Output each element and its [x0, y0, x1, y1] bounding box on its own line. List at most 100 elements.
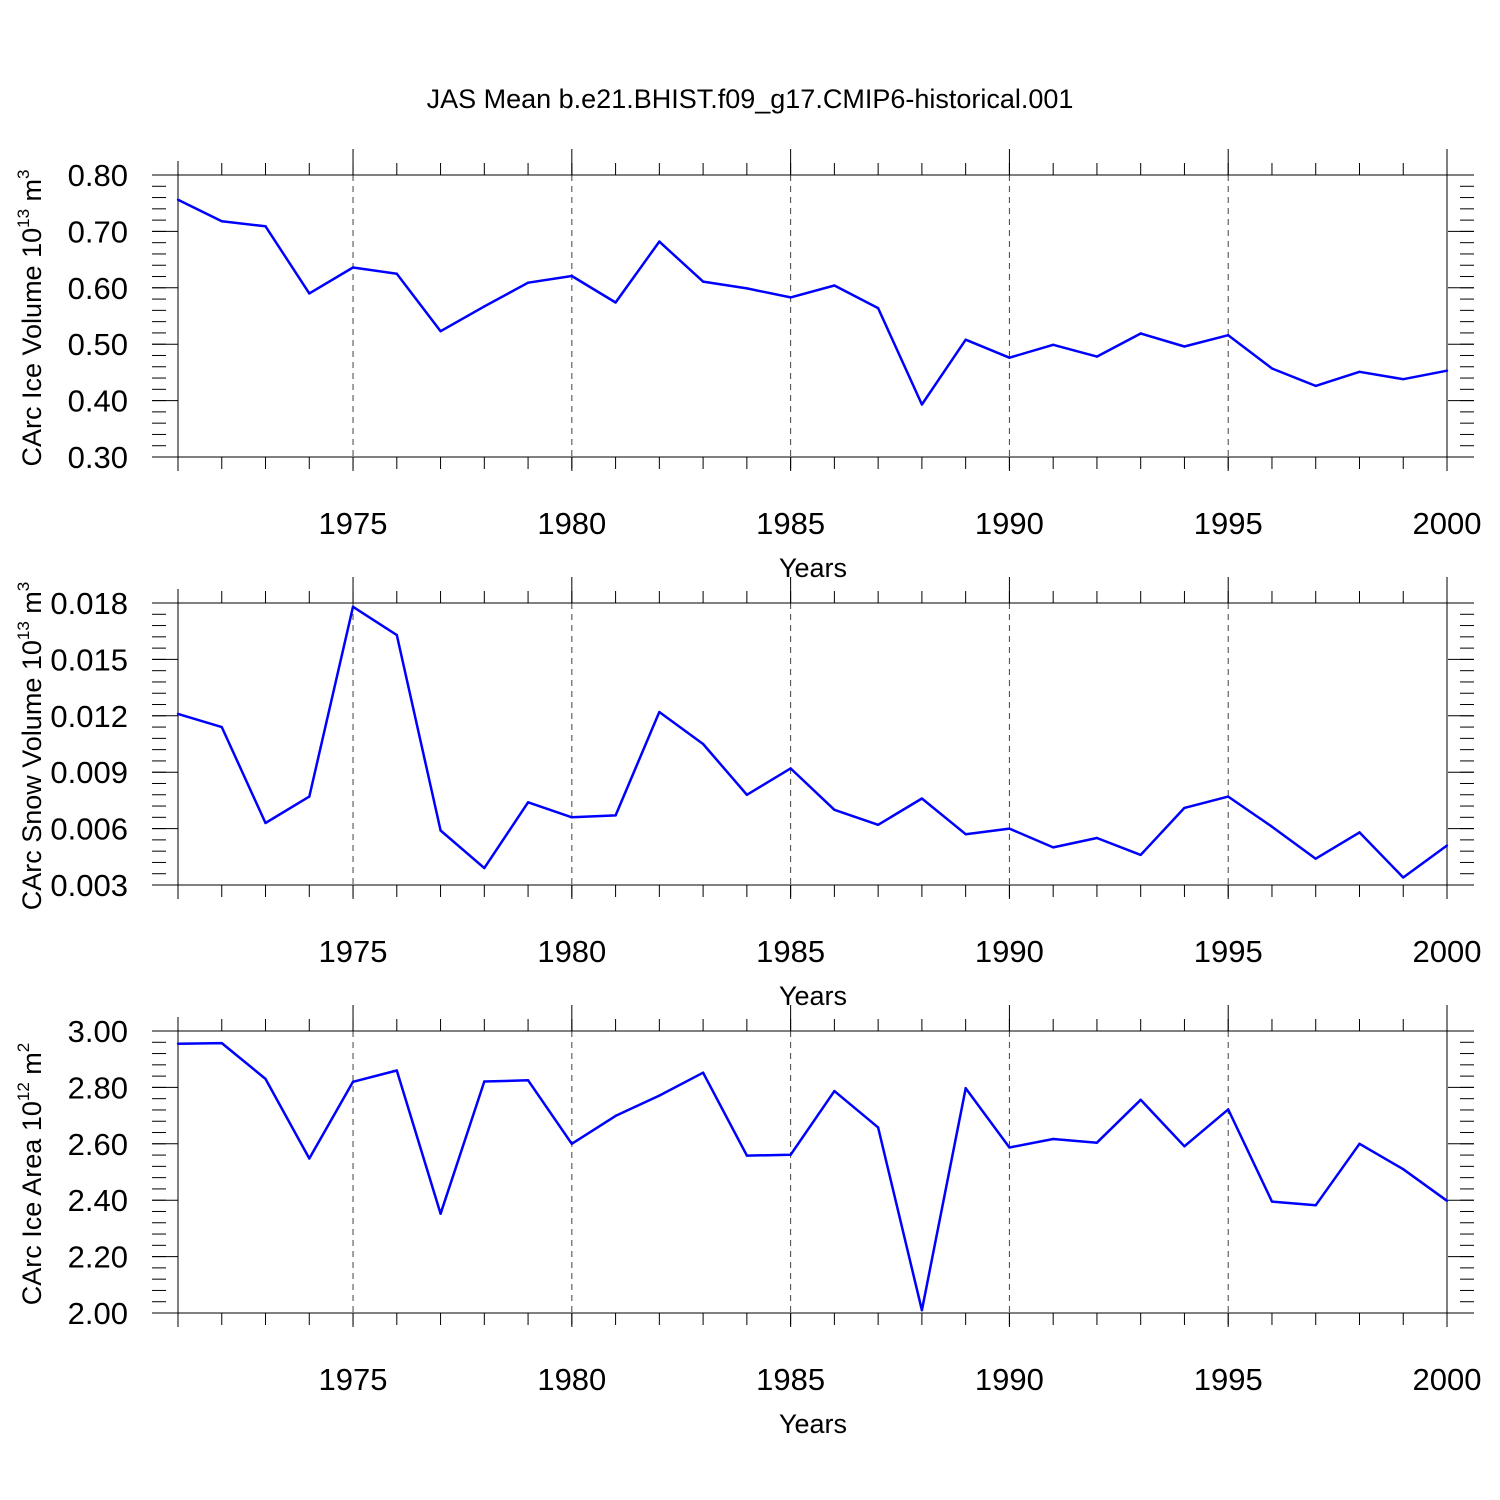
snow-volume-panel: 0.003 0.006 0.009 0.012 0.015 0.018 1975 1980 19…	[14, 577, 1481, 1011]
ice-area-point-1976	[395, 1069, 398, 1072]
snow-volume-ylabel-main: CArc Snow Volume 10	[17, 640, 47, 910]
ice-volume-point-1987	[876, 306, 880, 310]
ice-area-xlabel: Years	[779, 1409, 847, 1439]
ice-volume-ytick-label-3: 0.60	[68, 271, 128, 306]
snow-volume-point-1989	[964, 833, 967, 836]
ice-volume-point-1985	[789, 296, 792, 299]
ice-area-point-1971	[176, 1042, 180, 1045]
ice-volume-point-1996	[1270, 367, 1274, 370]
ice-area-point-1983	[701, 1071, 705, 1074]
ice-area-point-1981	[614, 1114, 617, 1118]
snow-volume-point-1992	[1095, 836, 1099, 840]
ice-area-point-1977	[439, 1212, 442, 1215]
snow-volume-point-1987	[876, 823, 880, 827]
ice-volume-point-1976	[395, 272, 398, 275]
ice-area-xtick-label-1: 1980	[537, 1362, 606, 1397]
snow-volume-point-1975	[351, 605, 355, 608]
snow-volume-point-1972	[220, 725, 223, 729]
ice-volume-point-1984	[745, 287, 749, 290]
ice-volume-point-1979	[526, 281, 530, 284]
snow-volume-ytick-label-2: 0.009	[50, 755, 128, 790]
snow-volume-ytick-label-3: 0.012	[50, 699, 128, 734]
ice-volume-point-1980	[570, 274, 574, 278]
figure-title: JAS Mean b.e21.BHIST.f09_g17.CMIP6-histo…	[426, 84, 1074, 114]
ice-volume-point-1983	[701, 280, 705, 283]
ice-area-ytick-label-1: 2.20	[68, 1240, 128, 1275]
snow-volume-series-line	[177, 605, 1448, 879]
ice-area-point-1992	[1095, 1141, 1099, 1144]
ice-volume-point-1994	[1183, 345, 1186, 348]
ice-area-ytick-label-2: 2.40	[68, 1183, 128, 1218]
ice-volume-ylabel-exp: 13	[14, 209, 33, 228]
ice-volume-series-line	[177, 198, 1448, 406]
ice-area-ytick-label-4: 2.80	[68, 1070, 128, 1105]
ice-volume-point-1997	[1314, 384, 1317, 388]
snow-volume-ylabel: CArc Snow Volume 1013 m3	[14, 582, 47, 911]
ice-area-panel: 2.00 2.20 2.40 2.60 2.80 3.00 1975 1980 1985 1990…	[14, 1005, 1481, 1439]
ice-area-point-1973	[264, 1077, 267, 1081]
snow-volume-point-1990	[1008, 827, 1011, 830]
ice-area-xtick-label-2: 1985	[756, 1362, 825, 1397]
ice-volume-point-1988	[920, 403, 924, 406]
ice-area-point-1975	[351, 1080, 355, 1083]
ice-volume-point-1990	[1008, 356, 1011, 359]
ice-area-point-1993	[1139, 1098, 1142, 1102]
snow-volume-ylabel-unit-exp: 3	[14, 582, 33, 591]
snow-volume-ytick-label-0: 0.003	[50, 868, 128, 903]
ice-area-point-1997	[1314, 1204, 1317, 1207]
snow-volume-ytick-label-4: 0.015	[50, 642, 128, 677]
ice-volume-point-1971	[176, 198, 180, 202]
ice-volume-xlabel: Years	[779, 553, 847, 583]
ice-area-point-1988	[920, 1308, 924, 1312]
ice-volume-xtick-label-4: 1995	[1194, 506, 1263, 541]
ice-area-point-1980	[570, 1142, 574, 1146]
snow-volume-point-1976	[395, 633, 398, 637]
ice-volume-point-1992	[1095, 355, 1099, 358]
ice-area-ylabel-unit-exp: 2	[14, 1043, 33, 1052]
snow-volume-point-1974	[308, 795, 311, 798]
ice-volume-ylabel: CArc Ice Volume 1013 m3	[14, 169, 47, 466]
ice-volume-point-1993	[1139, 332, 1142, 335]
ice-volume-point-1989	[964, 338, 967, 341]
ice-volume-ylabel-unit-exp: 3	[14, 169, 33, 178]
ice-volume-ytick-label-2: 0.50	[68, 327, 128, 362]
ice-volume-ytick-label-5: 0.80	[68, 158, 128, 193]
ice-volume-ylabel-unit: m	[17, 179, 47, 209]
ice-volume-xtick-label-2: 1985	[756, 506, 825, 541]
ice-area-ylabel-exp: 12	[14, 1082, 33, 1101]
ice-area-point-1974	[308, 1157, 311, 1160]
ice-volume-point-1982	[658, 240, 661, 243]
ice-volume-xtick-label-3: 1990	[975, 506, 1044, 541]
ice-volume-ylabel-main: CArc Ice Volume 10	[17, 228, 47, 467]
snow-volume-point-1977	[439, 829, 442, 832]
snow-volume-point-1971	[176, 712, 180, 716]
ice-area-point-1995	[1227, 1108, 1230, 1111]
ice-area-point-1982	[658, 1094, 661, 1097]
ice-area-ylabel: CArc Ice Area 1012 m2	[14, 1043, 47, 1306]
snow-volume-xtick-label-2: 1985	[756, 934, 825, 969]
ice-area-ytick-label-3: 2.60	[68, 1127, 128, 1162]
snow-volume-point-1986	[833, 808, 836, 811]
ice-volume-point-1991	[1051, 343, 1055, 346]
ice-volume-point-1995	[1227, 333, 1230, 337]
ice-area-point-1985	[789, 1153, 792, 1156]
ice-area-point-1996	[1270, 1200, 1274, 1203]
ice-volume-xtick-label-0: 1975	[319, 506, 388, 541]
ice-volume-ytick-label-1: 0.40	[68, 384, 128, 419]
snow-volume-point-1991	[1051, 846, 1055, 849]
ice-volume-point-1981	[614, 301, 617, 304]
ice-area-point-1989	[964, 1087, 967, 1090]
ice-volume-xtick-label-1: 1980	[537, 506, 606, 541]
ice-volume-panel: 0.30 0.40 0.50 0.60 0.70 0.80 1975 1980 1985 1990…	[14, 149, 1481, 583]
snow-volume-xlabel: Years	[779, 981, 847, 1011]
ice-area-point-1999	[1402, 1167, 1405, 1171]
snow-volume-point-1984	[745, 793, 749, 796]
ice-volume-point-1973	[264, 225, 267, 228]
ice-volume-point-1978	[483, 305, 486, 308]
ice-area-point-1998	[1358, 1142, 1361, 1146]
snow-volume-point-1988	[920, 797, 924, 800]
ice-volume-point-2000	[1445, 369, 1449, 372]
ice-area-point-1987	[876, 1126, 880, 1129]
ice-area-point-1984	[745, 1154, 749, 1157]
